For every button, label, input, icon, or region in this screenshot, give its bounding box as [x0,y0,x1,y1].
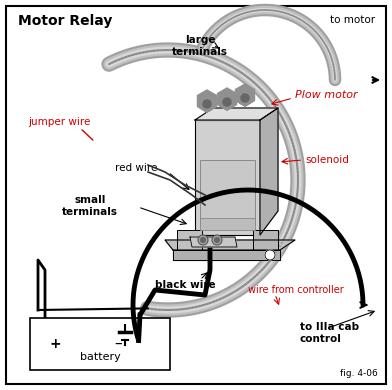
Text: fig. 4-06: fig. 4-06 [340,369,378,378]
Bar [195,120,260,235]
Text: to IIIa cab
control: to IIIa cab control [300,322,359,344]
Circle shape [203,100,211,108]
Text: solenoid: solenoid [305,155,349,165]
Text: wire from controller: wire from controller [248,285,344,295]
Text: small
terminals: small terminals [62,195,118,216]
Bar [200,160,255,225]
Text: Plow motor: Plow motor [295,90,358,100]
Polygon shape [190,237,237,247]
Polygon shape [173,250,280,260]
Circle shape [241,94,249,102]
Circle shape [214,238,220,243]
Polygon shape [165,240,295,250]
Text: black wire: black wire [155,280,215,290]
Circle shape [265,250,275,260]
Circle shape [200,238,205,243]
Text: large
terminals: large terminals [172,35,228,57]
Text: –: – [114,336,122,351]
Circle shape [223,98,231,106]
Text: jumper wire: jumper wire [28,117,91,127]
Polygon shape [260,108,278,235]
Bar [177,230,202,250]
Text: Motor Relay: Motor Relay [18,14,113,28]
Polygon shape [195,108,278,120]
Circle shape [212,235,222,245]
Text: red wire: red wire [115,163,157,173]
Text: to motor: to motor [330,15,375,25]
Bar [253,230,278,250]
Bar [200,218,255,230]
Bar [30,318,170,370]
Text: +: + [49,337,61,351]
Circle shape [198,235,208,245]
Text: battery: battery [80,352,120,362]
